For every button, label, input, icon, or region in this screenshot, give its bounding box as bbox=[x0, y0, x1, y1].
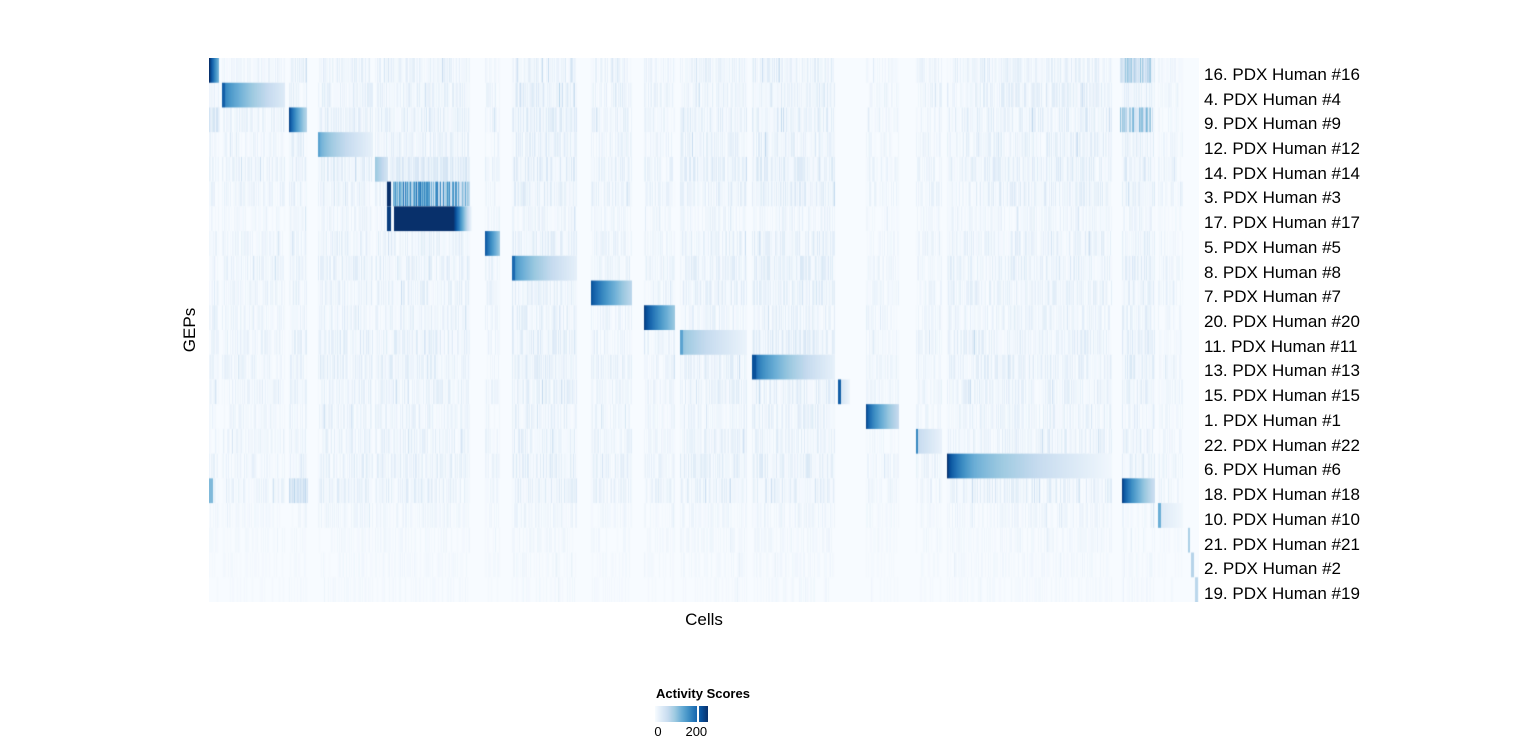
row-label: 1. PDX Human #1 bbox=[1204, 410, 1342, 430]
row-label: 9. PDX Human #9 bbox=[1204, 114, 1342, 134]
row-labels: 16. PDX Human #16 4. PDX Human #4 9. PDX H… bbox=[1204, 62, 1360, 606]
legend-gradient-bar bbox=[655, 706, 708, 722]
legend: Activity Scores 0 200 bbox=[654, 686, 750, 740]
legend-title: Activity Scores bbox=[656, 686, 750, 701]
row-label: 14. PDX Human #14 bbox=[1204, 163, 1360, 183]
row-label: 3. PDX Human #3 bbox=[1204, 188, 1342, 208]
row-label: 6. PDX Human #6 bbox=[1204, 460, 1342, 480]
row-label: 7. PDX Human #7 bbox=[1204, 287, 1342, 307]
row-label: 2. PDX Human #2 bbox=[1204, 559, 1342, 579]
row-label: 12. PDX Human #12 bbox=[1204, 139, 1360, 159]
x-axis-label: Cells bbox=[685, 610, 723, 629]
y-axis-label: GEPs bbox=[180, 307, 199, 353]
row-label: 17. PDX Human #17 bbox=[1204, 213, 1360, 233]
row-label: 11. PDX Human #11 bbox=[1204, 336, 1358, 356]
row-label: 16. PDX Human #16 bbox=[1204, 64, 1360, 84]
row-label: 4. PDX Human #4 bbox=[1204, 89, 1342, 109]
heatmap-canvas bbox=[209, 58, 1199, 602]
legend-tick-labels: 0 200 bbox=[654, 724, 708, 740]
row-label: 5. PDX Human #5 bbox=[1204, 237, 1342, 257]
legend-200-tick bbox=[697, 706, 700, 722]
row-label: 13. PDX Human #13 bbox=[1204, 361, 1360, 381]
row-label: 22. PDX Human #22 bbox=[1204, 435, 1360, 455]
row-label: 18. PDX Human #18 bbox=[1204, 485, 1360, 505]
legend-tick-label-200: 200 bbox=[685, 724, 708, 739]
row-label: 8. PDX Human #8 bbox=[1204, 262, 1342, 282]
row-label: 21. PDX Human #21 bbox=[1204, 534, 1360, 554]
row-label: 10. PDX Human #10 bbox=[1204, 509, 1360, 529]
row-label: 20. PDX Human #20 bbox=[1204, 312, 1360, 332]
row-label: 15. PDX Human #15 bbox=[1204, 386, 1360, 406]
legend-tick-label-0: 0 bbox=[654, 724, 662, 739]
row-label: 19. PDX Human #19 bbox=[1204, 583, 1360, 603]
